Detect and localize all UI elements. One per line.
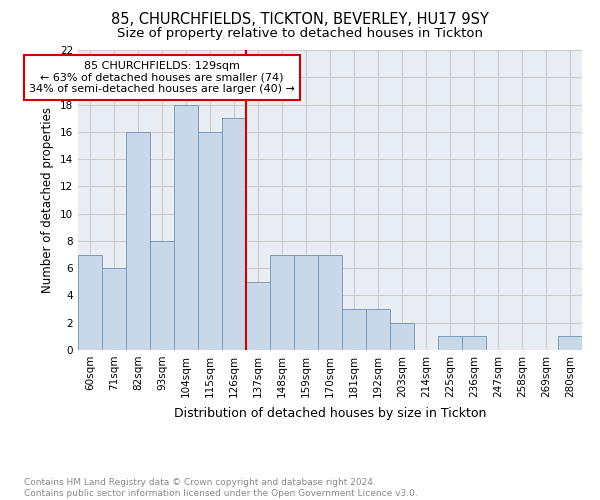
Bar <box>318 254 342 350</box>
Bar <box>366 309 390 350</box>
Bar <box>246 282 270 350</box>
Y-axis label: Number of detached properties: Number of detached properties <box>41 107 55 293</box>
Bar <box>150 241 174 350</box>
Bar <box>222 118 246 350</box>
Text: 85, CHURCHFIELDS, TICKTON, BEVERLEY, HU17 9SY: 85, CHURCHFIELDS, TICKTON, BEVERLEY, HU1… <box>111 12 489 28</box>
Text: Contains HM Land Registry data © Crown copyright and database right 2024.
Contai: Contains HM Land Registry data © Crown c… <box>24 478 418 498</box>
Bar <box>342 309 366 350</box>
Bar <box>558 336 582 350</box>
Bar <box>174 104 198 350</box>
Bar <box>78 254 102 350</box>
Text: 85 CHURCHFIELDS: 129sqm
← 63% of detached houses are smaller (74)
34% of semi-de: 85 CHURCHFIELDS: 129sqm ← 63% of detache… <box>29 61 295 94</box>
Bar <box>462 336 486 350</box>
Bar <box>126 132 150 350</box>
Text: Size of property relative to detached houses in Tickton: Size of property relative to detached ho… <box>117 28 483 40</box>
Bar <box>102 268 126 350</box>
Bar <box>270 254 294 350</box>
Bar <box>438 336 462 350</box>
Bar <box>198 132 222 350</box>
Text: Distribution of detached houses by size in Tickton: Distribution of detached houses by size … <box>174 408 486 420</box>
Bar <box>390 322 414 350</box>
Bar <box>294 254 318 350</box>
